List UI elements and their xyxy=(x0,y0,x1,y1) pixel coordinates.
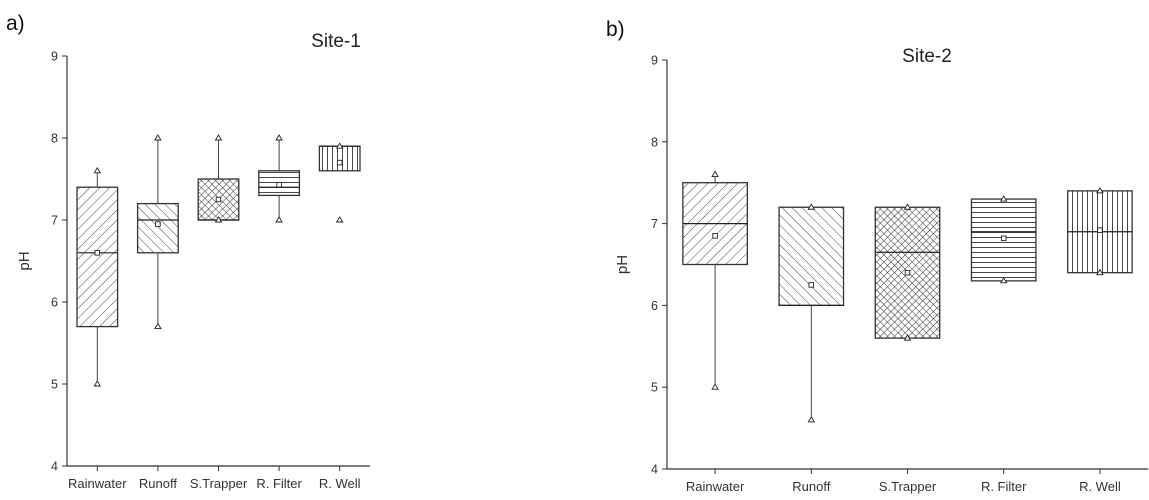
x-tick-label: Runoff xyxy=(139,476,177,491)
min-marker xyxy=(275,216,283,223)
mean-marker xyxy=(336,159,343,166)
chart-panel-site-2: b) Site-2 4 5 6 7 8 9 pH Rainwater Runoff S.Trapper… xyxy=(606,18,1148,494)
panel-label: a) xyxy=(6,12,25,35)
y-tick-label: 4 xyxy=(651,463,658,477)
mean-marker xyxy=(1097,227,1103,233)
min-marker xyxy=(154,322,162,330)
mean-marker xyxy=(94,250,101,256)
panel-label: b) xyxy=(606,18,625,41)
min-marker xyxy=(711,383,719,390)
box xyxy=(318,145,361,172)
max-marker xyxy=(903,203,912,210)
box xyxy=(76,186,119,328)
y-tick-label: 6 xyxy=(51,296,58,310)
min-marker xyxy=(807,416,816,423)
max-marker xyxy=(335,142,344,149)
x-tick-label: R. Filter xyxy=(981,479,1027,494)
mean-marker xyxy=(712,233,718,239)
chart-panel-site-1: a) Site-1 4 5 6 7 8 9 pH Rainwater Runoff S.Trapper… xyxy=(6,12,370,491)
min-marker xyxy=(1096,268,1104,276)
mean-marker xyxy=(155,221,161,227)
min-marker xyxy=(214,216,223,223)
max-marker xyxy=(1096,187,1104,194)
y-tick-label: 4 xyxy=(51,460,58,474)
max-marker xyxy=(807,203,816,210)
chart-title: Site-1 xyxy=(311,31,361,52)
x-tick-label: R. Well xyxy=(319,476,361,491)
box xyxy=(778,206,845,307)
box xyxy=(136,202,179,254)
y-axis-label: pH xyxy=(614,255,631,274)
y-tick-label: 8 xyxy=(651,135,658,149)
max-marker xyxy=(214,134,223,141)
y-tick-label: 6 xyxy=(651,299,658,313)
mean-marker xyxy=(276,181,282,188)
x-tick-label: R. Filter xyxy=(256,476,302,491)
max-marker xyxy=(93,166,102,174)
max-marker xyxy=(999,195,1008,202)
min-marker xyxy=(93,380,102,387)
max-marker xyxy=(711,170,719,177)
y-tick-label: 9 xyxy=(651,54,658,68)
y-tick-label: 7 xyxy=(651,217,658,231)
y-tick-label: 7 xyxy=(51,214,58,228)
min-marker xyxy=(903,334,912,341)
x-tick-label: R. Well xyxy=(1079,479,1121,494)
y-tick-label: 5 xyxy=(651,381,658,395)
x-tick-label: S.Trapper xyxy=(190,476,248,491)
mean-marker xyxy=(1000,235,1007,242)
x-tick-label: Rainwater xyxy=(68,476,127,491)
mean-marker xyxy=(215,196,222,203)
x-tick-label: Runoff xyxy=(792,479,830,494)
y-axis-label: pH xyxy=(16,251,33,270)
mean-marker xyxy=(904,269,911,276)
max-marker xyxy=(275,134,283,141)
min-marker xyxy=(335,216,344,223)
max-marker xyxy=(154,134,162,141)
min-marker xyxy=(999,276,1008,284)
chart-title: Site-2 xyxy=(902,46,952,67)
mean-marker xyxy=(808,282,815,288)
y-tick-label: 5 xyxy=(51,378,58,392)
x-tick-label: Rainwater xyxy=(686,479,745,494)
x-tick-label: S.Trapper xyxy=(879,479,937,494)
y-tick-label: 8 xyxy=(51,132,58,146)
y-tick-label: 9 xyxy=(51,50,58,64)
